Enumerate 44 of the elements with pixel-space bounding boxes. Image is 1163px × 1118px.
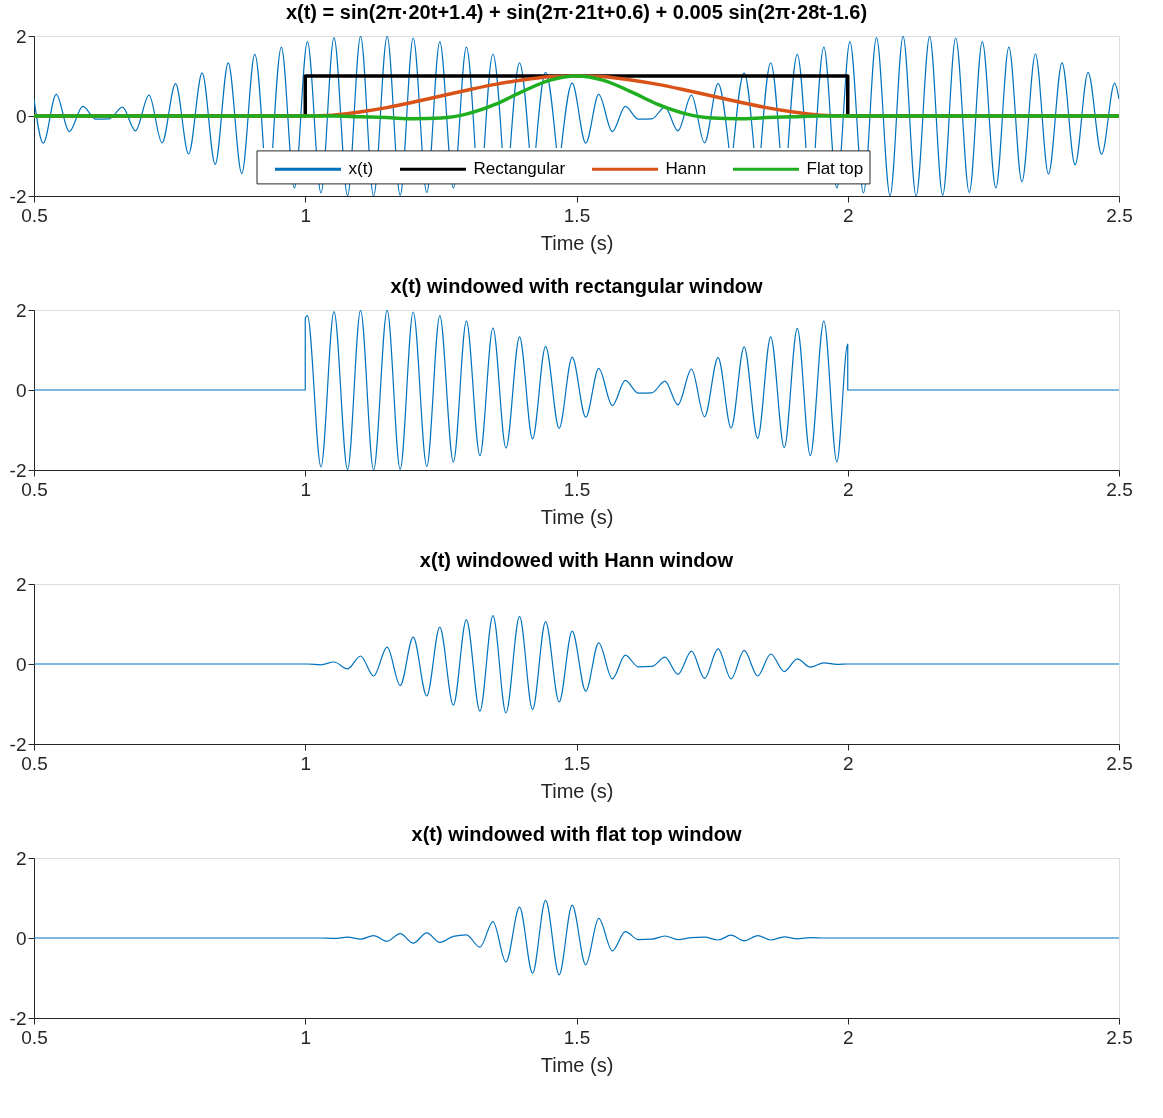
y-tick-label: 2 <box>15 573 27 595</box>
x-tick-label: 2 <box>842 1026 854 1048</box>
legend-label: x(t) <box>348 159 374 179</box>
x-tick-label: 1.5 <box>563 1026 591 1048</box>
y-tick-label: 2 <box>15 25 27 47</box>
y-tick-label: 0 <box>15 653 27 675</box>
y-tick-label: -2 <box>9 733 27 755</box>
x-tick-label: 2 <box>842 478 854 500</box>
x-tick-label: 0.5 <box>21 478 48 500</box>
y-tick-label: 2 <box>15 299 27 321</box>
legend-label: Rectangular <box>473 159 566 179</box>
x-tick-label: 1 <box>300 204 312 226</box>
x-tick-label: 1.5 <box>563 204 591 226</box>
y-tick-label: -2 <box>9 185 27 207</box>
x-tick-label: 1 <box>300 752 312 774</box>
chart-title: x(t) windowed with flat top window <box>411 823 742 845</box>
x-tick-label: 2.5 <box>1106 752 1133 774</box>
x-tick-label: 2.5 <box>1106 1026 1133 1048</box>
y-tick-label: 2 <box>15 847 27 869</box>
x-tick-label: 1 <box>300 478 312 500</box>
chart-title: x(t) windowed with Hann window <box>419 549 734 571</box>
legend-label: Flat top <box>806 159 864 179</box>
x-axis-title: Time (s) <box>540 231 614 254</box>
x-axis-title: Time (s) <box>540 779 614 802</box>
x-axis-title: Time (s) <box>540 1053 614 1076</box>
x-tick-label: 1.5 <box>563 478 591 500</box>
x-tick-label: 2 <box>842 752 854 774</box>
chart-title: x(t) = sin(2π·20t+1.4) + sin(2π·21t+0.6) + 0.005 sin(2π·28t-1.6) <box>285 1 868 23</box>
x-tick-label: 2.5 <box>1106 204 1133 226</box>
x-tick-label: 1 <box>300 1026 312 1048</box>
x-tick-label: 1.5 <box>563 752 591 774</box>
chart-title: x(t) windowed with rectangular window <box>390 275 764 297</box>
y-tick-label: 0 <box>15 379 27 401</box>
y-tick-label: -2 <box>9 459 27 481</box>
x-tick-label: 2.5 <box>1106 478 1133 500</box>
x-tick-label: 0.5 <box>21 1026 48 1048</box>
x-tick-label: 2 <box>842 204 854 226</box>
x-tick-label: 0.5 <box>21 204 48 226</box>
x-tick-label: 0.5 <box>21 752 48 774</box>
y-tick-label: 0 <box>15 105 27 127</box>
legend-label: Hann <box>665 159 707 179</box>
y-tick-label: 0 <box>15 927 27 949</box>
x-axis-title: Time (s) <box>540 505 614 528</box>
y-tick-label: -2 <box>9 1007 27 1029</box>
